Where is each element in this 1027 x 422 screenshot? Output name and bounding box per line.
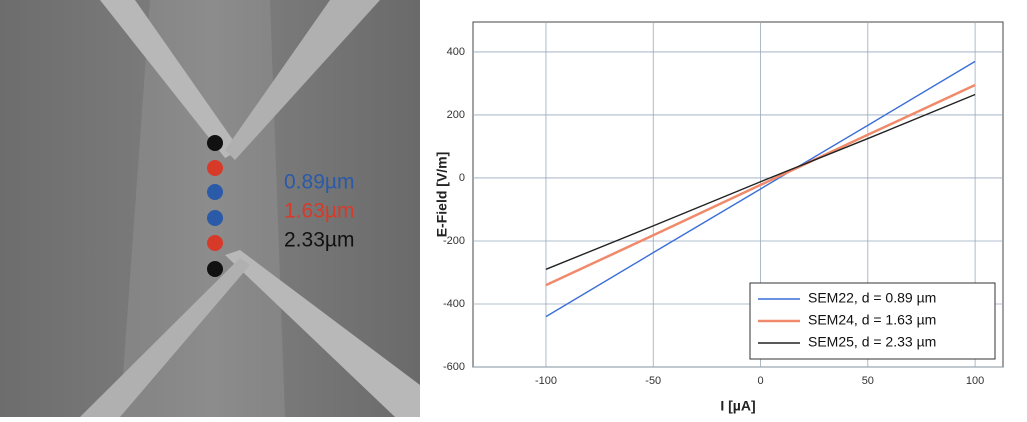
y-tick-label: 400 — [447, 46, 465, 58]
dot — [207, 135, 223, 151]
dot — [207, 184, 223, 200]
legend-label: SEM25, d = 2.33 µm — [808, 334, 936, 350]
data-line — [545, 93, 976, 270]
probe — [225, 0, 380, 160]
dot — [207, 261, 223, 277]
data-line — [545, 60, 976, 318]
dot — [207, 210, 223, 226]
y-tick-label: 200 — [447, 109, 465, 121]
distance-label: 2.33µm — [284, 229, 354, 252]
sem-image — [0, 0, 420, 417]
y-tick-label: -600 — [443, 361, 465, 373]
probe — [100, 0, 240, 158]
dot — [207, 235, 223, 251]
x-tick-label: 100 — [966, 375, 984, 387]
y-tick-label: 0 — [459, 172, 465, 184]
data-line — [545, 83, 976, 287]
x-tick-label: 50 — [862, 375, 874, 387]
distance-label: 1.63µm — [284, 200, 354, 223]
x-tick-label: -50 — [645, 375, 661, 387]
legend-label: SEM24, d = 1.63 µm — [808, 312, 936, 328]
y-tick-label: -400 — [443, 298, 465, 310]
distance-label: 0.89µm — [284, 171, 354, 194]
y-axis-label: E-Field [V/m] — [434, 152, 450, 238]
x-tick-label: -100 — [535, 375, 557, 387]
probe — [225, 250, 420, 417]
x-axis-label: I [µA] — [720, 398, 755, 414]
probe — [80, 258, 250, 417]
legend-label: SEM22, d = 0.89 µm — [808, 290, 936, 306]
sem-channel — [120, 0, 285, 417]
x-tick-label: 0 — [757, 375, 763, 387]
dot — [207, 160, 223, 176]
y-tick-label: -200 — [443, 235, 465, 247]
